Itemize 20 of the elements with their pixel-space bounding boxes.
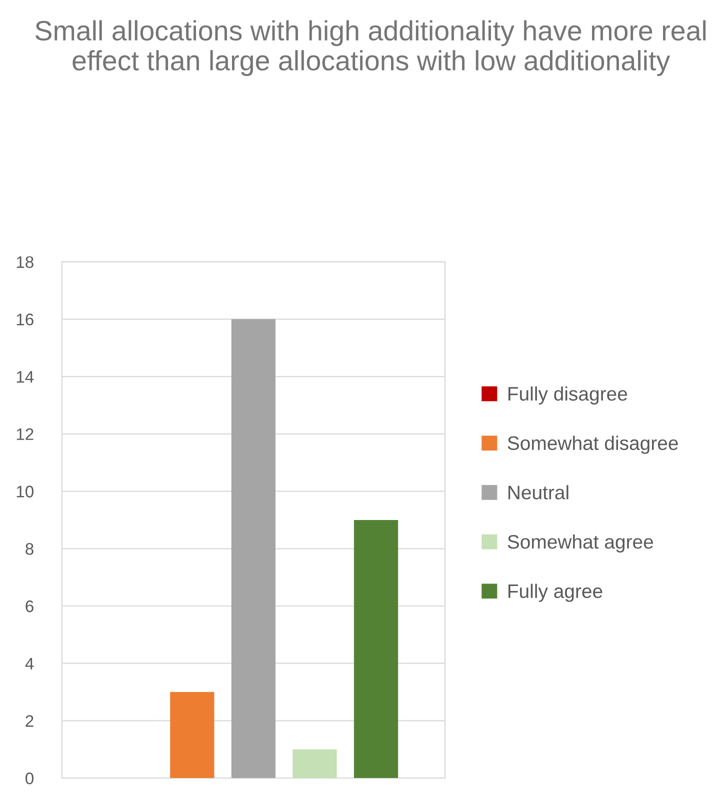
legend-label: Neutral	[508, 485, 568, 500]
bar	[292, 749, 337, 778]
y-tick-label: 16	[16, 314, 34, 326]
legend-label: Fully agree	[508, 584, 602, 602]
y-tick-label: 18	[16, 256, 34, 268]
y-tick-label: 14	[16, 371, 34, 383]
legend-label: Somewhat disagree	[508, 436, 678, 454]
y-tick-label: 10	[16, 486, 34, 498]
y-tick-label: 4	[25, 658, 34, 670]
bar	[354, 520, 398, 778]
legend-label: Somewhat agree	[508, 534, 654, 553]
y-tick-label: 2	[26, 715, 34, 727]
y-tick-label: 0	[26, 772, 34, 784]
legend-label: Fully disagree	[508, 386, 628, 405]
y-tick-label: 8	[26, 543, 34, 555]
y-tick-label: 6	[26, 600, 34, 612]
y-tick-label: 12	[16, 428, 34, 440]
bar	[231, 319, 276, 778]
chart-title: Small allocations with high additionality have more real effect than large allocations with low additionality	[35, 20, 706, 76]
bar	[170, 692, 214, 778]
